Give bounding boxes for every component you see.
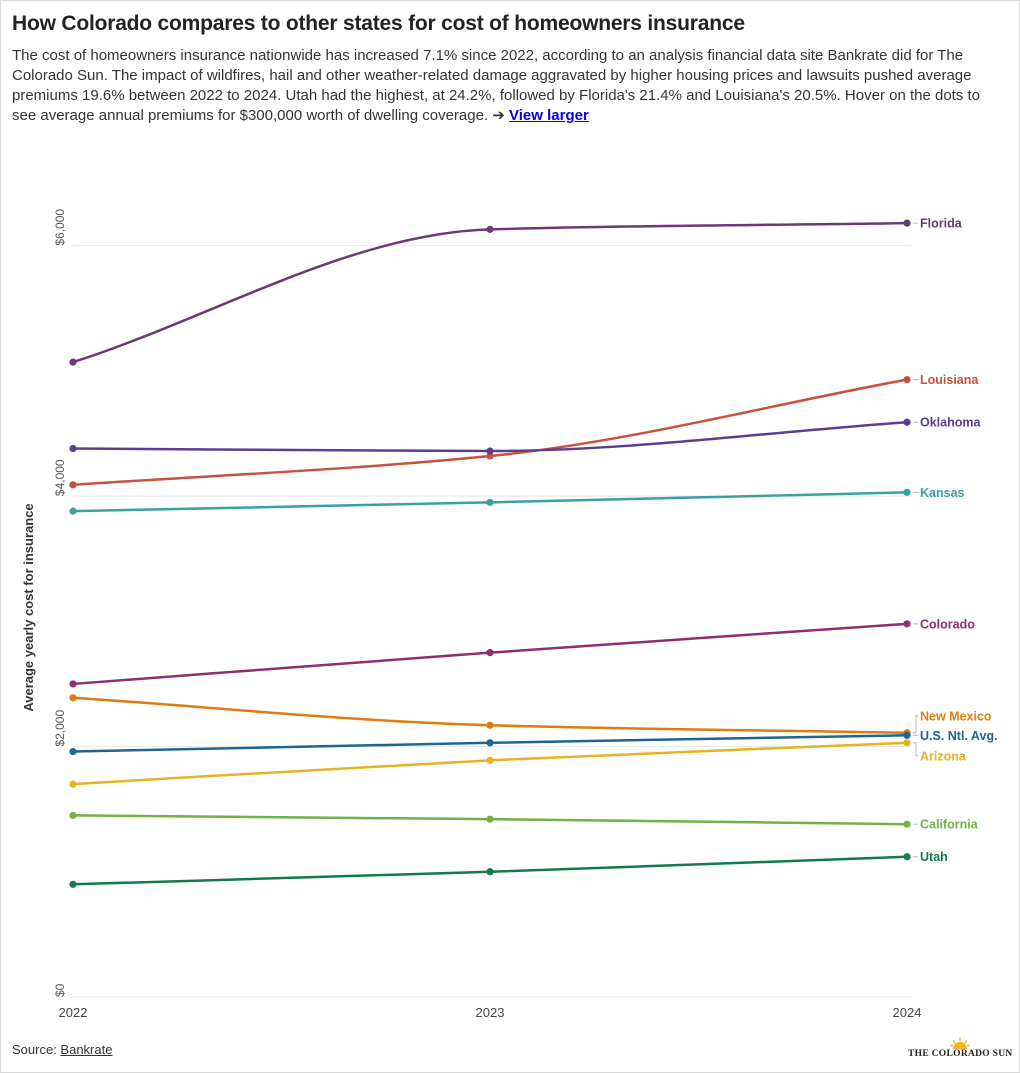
data-point-utah[interactable]: Utah 2023: $1,000 [486, 868, 494, 876]
colorado-sun-logo: THE COLORADO SUN [908, 1038, 1012, 1062]
series-label-california: California [920, 818, 979, 832]
series-label-kansas: Kansas [920, 486, 965, 500]
series-label-arizona: Arizona [920, 749, 967, 763]
data-point-florida[interactable]: Florida 2024: $6,180 [903, 219, 911, 227]
series-label-florida: Florida [920, 217, 963, 231]
data-point-utah[interactable]: Utah 2024: $1,120 [903, 853, 911, 861]
data-point-california[interactable]: California 2023: $1,420 [486, 815, 494, 823]
data-point-florida[interactable]: Florida 2022: $5,070 [69, 358, 77, 366]
data-point-louisiana[interactable]: Louisiana 2024: $4,930 [903, 376, 911, 384]
y-tick-label: $0 [53, 983, 67, 997]
data-point-arizona[interactable]: Arizona 2024: $2,030 [903, 739, 911, 747]
data-point-new-mexico[interactable]: New Mexico 2023: $2,170 [486, 721, 494, 729]
data-point-florida[interactable]: Florida 2023: $6,130 [486, 225, 494, 233]
series-line-oklahoma [72, 420, 908, 453]
data-point-oklahoma[interactable]: Oklahoma 2024: $4,590 [903, 418, 911, 426]
x-tick-label: 2023 [476, 1005, 505, 1020]
series-label-colorado: Colorado [920, 617, 975, 631]
view-larger-link[interactable]: View larger [509, 107, 589, 124]
description-text: The cost of homeowners insurance nationw… [12, 47, 981, 124]
data-point-colorado[interactable]: Colorado 2022: $2,500 [69, 680, 77, 688]
series-label-utah: Utah [920, 850, 948, 864]
source-link[interactable]: Bankrate [60, 1042, 113, 1057]
data-point-utah[interactable]: Utah 2022: $900 [69, 880, 77, 888]
series-label-oklahoma: Oklahoma [920, 416, 981, 430]
y-axis-title: Average yearly cost for insurance [21, 503, 36, 711]
data-point-arizona[interactable]: Arizona 2023: $1,890 [486, 756, 494, 764]
source-note: Source: Bankrate [12, 1042, 112, 1057]
series-label-new-mexico: New Mexico [920, 709, 992, 723]
label-connector [913, 742, 918, 757]
source-prefix: Source: [12, 1042, 61, 1057]
data-point-u-s-ntl-avg[interactable]: U.S. Ntl. Avg. 2022: $1,960 [69, 747, 77, 756]
y-tick-label: $4,000 [53, 459, 67, 496]
data-point-u-s-ntl-avg[interactable]: U.S. Ntl. Avg. 2023: $2,030 [486, 739, 494, 747]
chart-description: The cost of homeowners insurance nationw… [12, 46, 1002, 126]
data-point-u-s-ntl-avg[interactable]: U.S. Ntl. Avg. 2024: $2,090 [903, 731, 911, 739]
data-point-california[interactable]: California 2024: $1,380 [903, 820, 911, 828]
series-line-florida [72, 221, 908, 364]
data-point-kansas[interactable]: Kansas 2024: $4,030 [903, 488, 911, 496]
data-point-louisiana[interactable]: Louisiana 2022: $4,090 [69, 481, 77, 489]
logo-text: THE COLORADO SUN [908, 1049, 1013, 1059]
data-point-louisiana[interactable]: Louisiana 2023: $4,320 [486, 452, 494, 460]
sun-icon [950, 1038, 970, 1049]
data-point-kansas[interactable]: Kansas 2022: $3,880 [69, 507, 77, 515]
data-point-oklahoma[interactable]: Oklahoma 2023: $4,360 [486, 447, 494, 455]
data-point-california[interactable]: California 2022: $1,450 [69, 811, 77, 820]
data-point-kansas[interactable]: Kansas 2023: $3,950 [486, 498, 494, 506]
label-connector [913, 715, 918, 734]
series-label-u-s-ntl-avg: U.S. Ntl. Avg. [920, 729, 998, 743]
data-point-new-mexico[interactable]: New Mexico 2022: $2,390 [69, 694, 77, 702]
y-tick-label: $6,000 [53, 209, 67, 246]
data-point-colorado[interactable]: Colorado 2023: $2,750 [486, 649, 494, 657]
y-tick-label: $2,000 [53, 710, 67, 747]
series-label-louisiana: Louisiana [920, 373, 979, 387]
data-point-colorado[interactable]: Colorado 2024: $2,980 [903, 620, 911, 628]
x-tick-label: 2024 [893, 1005, 922, 1020]
x-tick-label: 2022 [59, 1005, 88, 1020]
data-point-arizona[interactable]: Arizona 2022: $1,700 [69, 780, 77, 788]
data-point-oklahoma[interactable]: Oklahoma 2022: $4,380 [69, 444, 77, 453]
page-title: How Colorado compares to other states fo… [12, 12, 745, 35]
